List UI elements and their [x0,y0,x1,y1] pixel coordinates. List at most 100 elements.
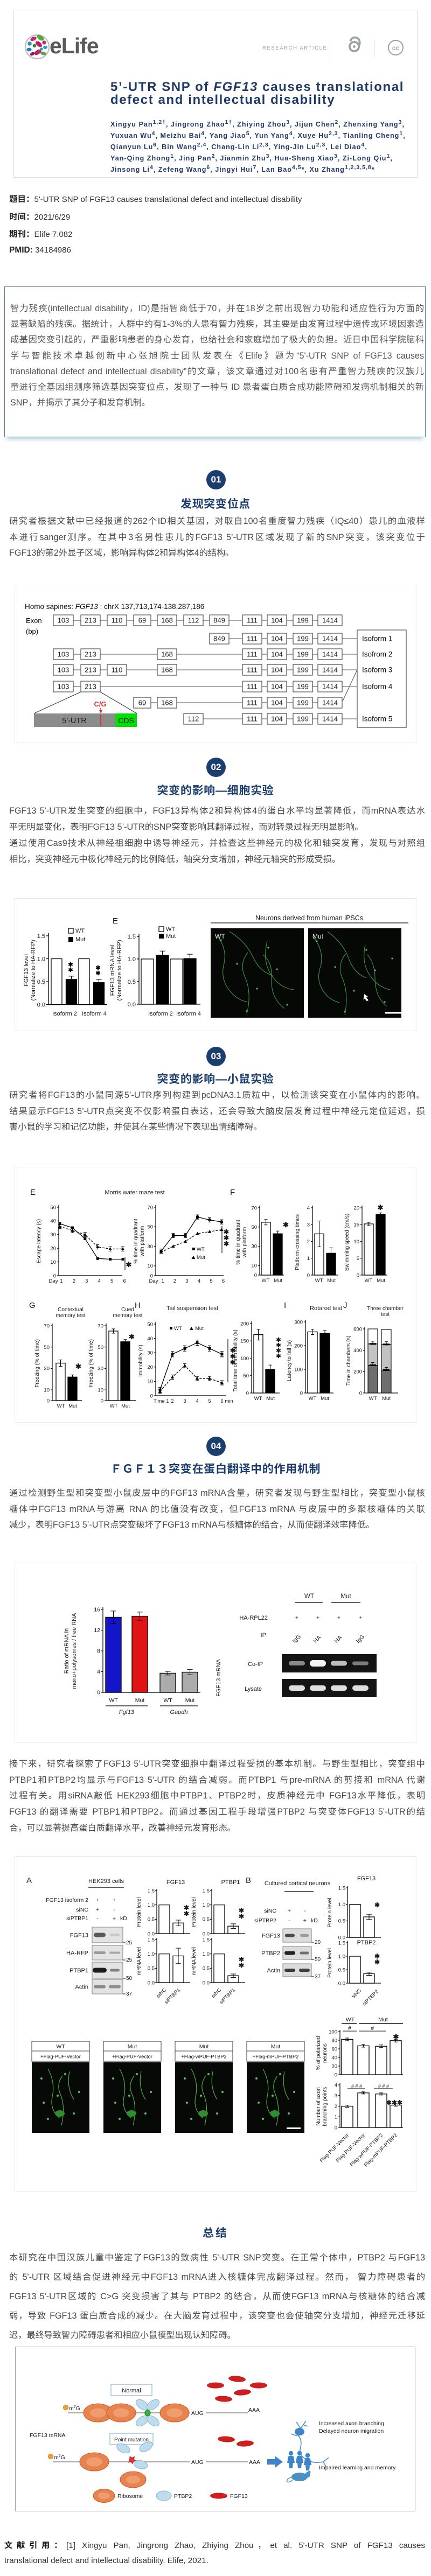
svg-text:Mut: Mut [382,1396,391,1402]
svg-text:69: 69 [138,617,146,625]
svg-text:with platform: with platform [242,1227,248,1258]
svg-text:✱: ✱ [276,1337,281,1343]
svg-text:0: 0 [359,1390,362,1396]
svg-text:0: 0 [97,1689,100,1696]
svg-text:1.0: 1.0 [203,1951,210,1957]
svg-text:✱: ✱ [95,970,100,977]
svg-text:0: 0 [335,2125,337,2131]
svg-text:0.5: 0.5 [128,979,136,985]
svg-text:Point mutation: Point mutation [114,2437,149,2443]
svg-text:Homo sapines: FGF13 : chrX 13: Homo sapines: FGF13 : chrX 137,713,174-1… [25,603,204,611]
svg-text:0.0: 0.0 [148,1931,155,1937]
svg-text:0.5: 0.5 [148,1917,155,1923]
svg-text:2: 2 [307,1239,310,1245]
svg-text:199: 199 [297,617,309,625]
svg-text:103: 103 [58,617,69,625]
svg-text:mRNA level: mRNA level [191,1947,197,1975]
svg-text:✱: ✱ [239,1962,244,1969]
svg-text:Time in chambers (s): Time in chambers (s) [346,1335,352,1386]
svg-text:10: 10 [147,1379,153,1385]
svg-text:199: 199 [297,666,309,674]
svg-text:300: 300 [294,1319,303,1325]
svg-text:0: 0 [335,2072,337,2078]
svg-text:3: 3 [85,1278,88,1284]
svg-text:Freezing (% of time): Freezing (% of time) [88,1339,94,1388]
svg-text:FGF13: FGF13 [262,1933,280,1940]
svg-text:168: 168 [161,666,173,674]
svg-text:+: + [96,1897,99,1903]
svg-text:WT: WT [56,2043,65,2050]
svg-text:+: + [295,1615,298,1621]
svg-text:849: 849 [213,617,225,625]
svg-text:168: 168 [161,699,173,707]
svg-text:1: 1 [335,2115,337,2120]
svg-text:10: 10 [44,1387,50,1393]
svg-text:% time in quadrant: % time in quadrant [235,1220,241,1265]
svg-text:0.0: 0.0 [37,1002,45,1008]
svg-text:3: 3 [185,1278,188,1284]
svg-text:✱: ✱ [230,1347,235,1354]
svg-text:test: test [381,1312,390,1318]
svg-text:WT: WT [110,1403,118,1409]
svg-text:✱✱✱: ✱✱✱ [386,2099,402,2106]
svg-text:FGF13 mRNA level: FGF13 mRNA level [109,945,116,996]
svg-text:40: 40 [50,1219,56,1224]
svg-text:213: 213 [85,683,96,691]
svg-text:Swimming speed (cm/s): Swimming speed (cm/s) [344,1214,350,1271]
svg-text:69: 69 [138,699,146,707]
svg-text:Mut: Mut [195,1326,204,1332]
svg-text:+: + [359,1615,362,1621]
svg-text:(Normalize to HA-RFP): (Normalize to HA-RFP) [116,940,123,1000]
svg-text:#: # [348,2025,351,2032]
svg-text:(bp): (bp) [26,627,38,635]
svg-text:Impaired learning and memory: Impaired learning and memory [319,2465,396,2471]
svg-text:40: 40 [331,2055,337,2061]
svg-text:10: 10 [98,1387,103,1393]
svg-text:WT: WT [75,928,85,934]
svg-text:+Flag-mPUF-PTBP2: +Flag-mPUF-PTBP2 [253,2054,299,2060]
svg-text:C/G: C/G [94,700,106,708]
svg-text:WT: WT [315,1278,323,1284]
svg-text:1414: 1414 [322,715,338,723]
svg-text:20: 20 [331,2063,337,2069]
svg-text:kD: kD [120,1915,127,1922]
svg-text:849: 849 [213,635,225,643]
svg-text:min: min [225,1398,233,1404]
svg-text:Mut: Mut [121,1403,130,1409]
svg-text:2: 2 [73,1278,75,1284]
svg-text:AAA: AAA [249,2459,260,2466]
svg-text:1.0: 1.0 [148,1951,155,1957]
svg-text:2: 2 [171,1398,173,1404]
svg-text:Mut: Mut [321,1396,329,1402]
svg-text:40: 40 [147,1336,153,1342]
svg-text:1414: 1414 [322,666,338,674]
svg-text:111: 111 [247,650,258,659]
svg-text:memory test: memory test [55,1313,85,1319]
svg-text:0.5: 0.5 [203,1966,210,1972]
svg-text:AUG: AUG [191,2459,204,2466]
svg-text:1.0: 1.0 [338,1902,345,1908]
svg-text:70: 70 [98,1323,103,1329]
svg-text:50: 50 [315,1957,321,1963]
svg-text:10: 10 [251,1263,257,1269]
svg-text:1.0: 1.0 [148,1902,155,1908]
svg-text:1: 1 [307,1256,310,1262]
svg-text:10: 10 [353,1239,359,1245]
svg-text:15: 15 [353,1222,359,1228]
svg-text:+: + [113,1897,116,1903]
svg-text:0.0: 0.0 [338,1935,345,1941]
svg-text:FGF13 level: FGF13 level [23,954,30,986]
svg-text:I: I [284,1301,286,1310]
svg-text:0.0: 0.0 [148,1980,155,1986]
svg-text:199: 199 [297,683,309,691]
svg-text:✱: ✱ [68,967,73,974]
svg-text:2: 2 [335,2104,337,2110]
svg-text:# # #: # # # [378,2083,389,2089]
svg-text:Increased axon branching: Increased axon branching [319,2420,384,2427]
svg-text:199: 199 [297,699,309,707]
svg-text:1: 1 [60,1278,62,1284]
svg-text:FGF13: FGF13 [357,1875,376,1882]
svg-text:✱: ✱ [374,1952,380,1960]
svg-text:WT: WT [309,1396,317,1402]
svg-text:Mut: Mut [197,1255,205,1261]
